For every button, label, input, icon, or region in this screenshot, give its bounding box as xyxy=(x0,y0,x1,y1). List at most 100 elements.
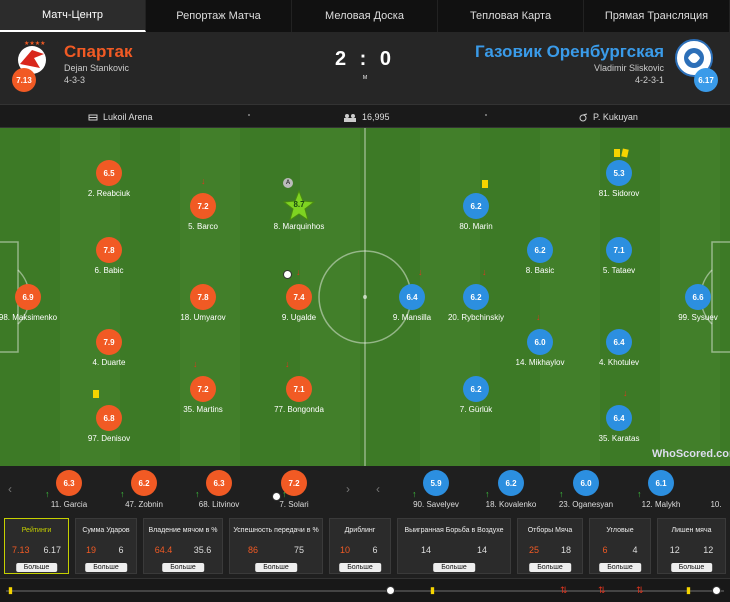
attendance: 16,995 xyxy=(343,112,390,122)
player-rating: 7.9 xyxy=(96,329,122,355)
away-team-name[interactable]: Газовик Оренбургская xyxy=(474,42,664,61)
stat-more-button[interactable]: Больше xyxy=(85,563,127,572)
player-rating: 7.8 xyxy=(96,237,122,263)
subs-prev-home-icon[interactable]: ‹ xyxy=(8,482,12,496)
stat-title: Успешность передачи в % xyxy=(233,527,319,534)
player-name: 7. Gürlük xyxy=(459,405,493,414)
player-name: 18. Umyarov xyxy=(180,313,226,322)
goal-ball-icon[interactable] xyxy=(712,586,721,595)
stat-more-button[interactable]: Больше xyxy=(599,563,641,572)
sub-on-arrow-icon: ↑ xyxy=(637,489,642,499)
subs-prev-away-icon[interactable]: ‹ xyxy=(376,482,380,496)
stat-tackles[interactable]: Отборы Мяча 25 18 Больше xyxy=(517,518,583,574)
stat-dribbles[interactable]: Дриблинг 10 6 Больше xyxy=(329,518,391,574)
player-rating: 7.1 xyxy=(606,237,632,263)
subs-next-home-icon[interactable]: › xyxy=(346,482,350,496)
stat-ratings[interactable]: Рейтинги 7.13 6.17 Больше xyxy=(4,518,69,574)
player-name: 2. Reabciuk xyxy=(87,189,131,198)
sub-on-arrow-icon: ↑ xyxy=(45,489,50,499)
yellow-card-icon[interactable]: ▮ xyxy=(686,585,691,595)
player-name: 11. Garcia xyxy=(50,500,88,509)
sub-off-arrow-icon: ↓ xyxy=(193,359,198,369)
player-name: 5. Barco xyxy=(188,222,218,231)
player-name: 12. Malykh xyxy=(641,500,681,509)
stat-aerials-won[interactable]: Выигранная Борьба в Воздухе 14 14 Больше xyxy=(397,518,511,574)
player-rating: 6.2 xyxy=(463,193,489,219)
stat-more-button[interactable]: Больше xyxy=(162,563,204,572)
player-rating: 7.2 xyxy=(281,470,307,496)
player-name: 35. Martins xyxy=(183,405,223,414)
goal-ball-icon xyxy=(283,270,292,279)
player-rating: 6.0 xyxy=(573,470,599,496)
stat-more-button[interactable]: Больше xyxy=(529,563,571,572)
player-name: 10. xyxy=(710,500,722,509)
stat-more-button[interactable]: Больше xyxy=(15,563,58,572)
home-team-name[interactable]: Спартак xyxy=(64,42,133,61)
tab-match-report[interactable]: Репортаж Матча xyxy=(146,0,292,32)
player-name: 9. Mansilla xyxy=(392,313,432,322)
stat-away-value: 6 xyxy=(372,545,378,555)
tab-chalkboard[interactable]: Меловая Доска xyxy=(292,0,438,32)
player-name: 20. Rybchinskiy xyxy=(447,313,505,322)
tab-match-centre[interactable]: Матч-Центр xyxy=(0,0,146,32)
match-status: м xyxy=(362,74,368,81)
stat-home-value: 12 xyxy=(669,545,680,555)
player-rating: 6.6 xyxy=(685,284,711,310)
yellow-card-icon[interactable]: ▮ xyxy=(430,585,435,595)
yellow-card-icon[interactable]: ▮ xyxy=(8,585,13,595)
stat-more-button[interactable]: Больше xyxy=(433,563,475,572)
man-of-the-match-icon: A xyxy=(283,178,293,188)
stat-possession[interactable]: Владение мячом в % 64.4 35.6 Больше xyxy=(143,518,223,574)
stat-home-value: 10 xyxy=(339,545,350,555)
away-formation: 4-2-3-1 xyxy=(634,75,664,85)
substitution-icon[interactable]: ⇅ xyxy=(598,585,606,595)
stat-home-value: 25 xyxy=(528,545,539,555)
sub-off-arrow-icon: ↓ xyxy=(201,176,206,186)
stat-corners[interactable]: Угловые 6 4 Больше xyxy=(589,518,651,574)
stat-more-button[interactable]: Больше xyxy=(255,563,297,572)
stat-dispossessed[interactable]: Лишен мяча 12 12 Больше xyxy=(657,518,726,574)
player-rating: 7.2 xyxy=(190,376,216,402)
stat-more-button[interactable]: Больше xyxy=(339,563,381,572)
home-team-logo[interactable]: ★★★★ xyxy=(12,38,52,78)
player-rating: 6.2 xyxy=(498,470,524,496)
stat-pass-accuracy[interactable]: Успешность передачи в % 86 75 Больше xyxy=(229,518,323,574)
player-rating: 6.4 xyxy=(606,329,632,355)
goal-ball-icon[interactable] xyxy=(386,586,395,595)
info-separator xyxy=(485,114,487,116)
away-team-logo[interactable] xyxy=(674,38,714,78)
stat-more-button[interactable]: Больше xyxy=(670,563,713,572)
substitution-icon[interactable]: ⇅ xyxy=(560,585,568,595)
player-rating: 6.4 xyxy=(399,284,425,310)
player-rating: 6.1 xyxy=(648,470,674,496)
stat-home-value: 19 xyxy=(85,545,96,555)
referee-name: P. Kukuyan xyxy=(593,112,638,122)
substitution-icon[interactable]: ⇅ xyxy=(636,585,644,595)
player-name: 81. Sidorov xyxy=(598,189,640,198)
sub-on-arrow-icon: ↑ xyxy=(282,489,287,499)
stat-shots[interactable]: Сумма Ударов 19 6 Больше xyxy=(75,518,137,574)
attendance-count: 16,995 xyxy=(362,112,390,122)
home-team-rating: 7.13 xyxy=(12,68,36,92)
player-rating: 6.5 xyxy=(96,160,122,186)
player-name: 6. Babic xyxy=(94,266,124,275)
svg-text:★★★★: ★★★★ xyxy=(24,40,46,47)
tab-live[interactable]: Прямая Трансляция xyxy=(584,0,730,32)
home-coach: Dejan Stankovic xyxy=(64,63,130,73)
player-rating: 6.4 xyxy=(606,405,632,431)
stat-title: Рейтинги xyxy=(21,527,52,534)
player-rating: 7.4 xyxy=(286,284,312,310)
stat-away-value: 6 xyxy=(118,545,124,555)
star-icon xyxy=(283,190,315,222)
sub-on-arrow-icon: ↑ xyxy=(195,489,200,499)
player-name: 4. Duarte xyxy=(92,358,126,367)
stat-away-value: 12 xyxy=(703,545,714,555)
player-rating: 6.3 xyxy=(56,470,82,496)
player-name: 98. Maksimenko xyxy=(0,313,58,322)
whoscored-watermark: WhoScored.com xyxy=(652,448,730,460)
pitch: 6.9 98. Maksimenko 6.5 2. Reabciuk 7.8 6… xyxy=(0,128,730,466)
stat-away-value: 6.17 xyxy=(43,545,62,555)
player-name: 7. Solari xyxy=(279,500,309,509)
tab-heatmap[interactable]: Тепловая Карта xyxy=(438,0,584,32)
player-rating: 6.2 xyxy=(463,376,489,402)
